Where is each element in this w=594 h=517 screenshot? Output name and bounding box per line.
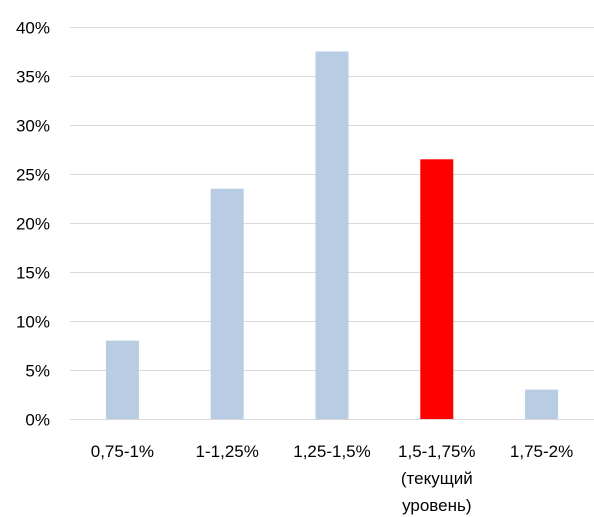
x-category-label: 1,75-2% bbox=[510, 442, 573, 461]
y-tick-label: 20% bbox=[16, 215, 50, 234]
y-tick-label: 10% bbox=[16, 313, 50, 332]
y-tick-label: 0% bbox=[25, 411, 50, 430]
x-category-label: 1-1,25% bbox=[196, 442, 259, 461]
bar bbox=[525, 389, 559, 419]
y-tick-label: 35% bbox=[16, 68, 50, 87]
y-axis-tick-labels: 0% 5% 10% 15% 20% 25% 30% 35% 40% bbox=[16, 19, 50, 430]
x-category-label: 1,25-1,5% bbox=[293, 442, 371, 461]
bar bbox=[210, 188, 244, 419]
x-axis-category-labels: 0,75-1% 1-1,25% 1,25-1,5% 1,5-1,75% (текущий… bbox=[91, 442, 574, 515]
y-tick-label: 15% bbox=[16, 264, 50, 283]
y-tick-label: 40% bbox=[16, 19, 50, 38]
x-category-label: (текущий bbox=[401, 469, 473, 488]
bar bbox=[105, 340, 139, 419]
bars bbox=[105, 51, 559, 420]
x-category-label: 0,75-1% bbox=[91, 442, 154, 461]
y-tick-label: 30% bbox=[16, 117, 50, 136]
y-tick-label: 25% bbox=[16, 166, 50, 185]
x-category-label: уровень) bbox=[402, 496, 471, 515]
bar bbox=[315, 51, 349, 419]
bar-highlighted bbox=[420, 159, 454, 420]
y-tick-label: 5% bbox=[25, 362, 50, 381]
x-category-label: 1,5-1,75% bbox=[398, 442, 476, 461]
